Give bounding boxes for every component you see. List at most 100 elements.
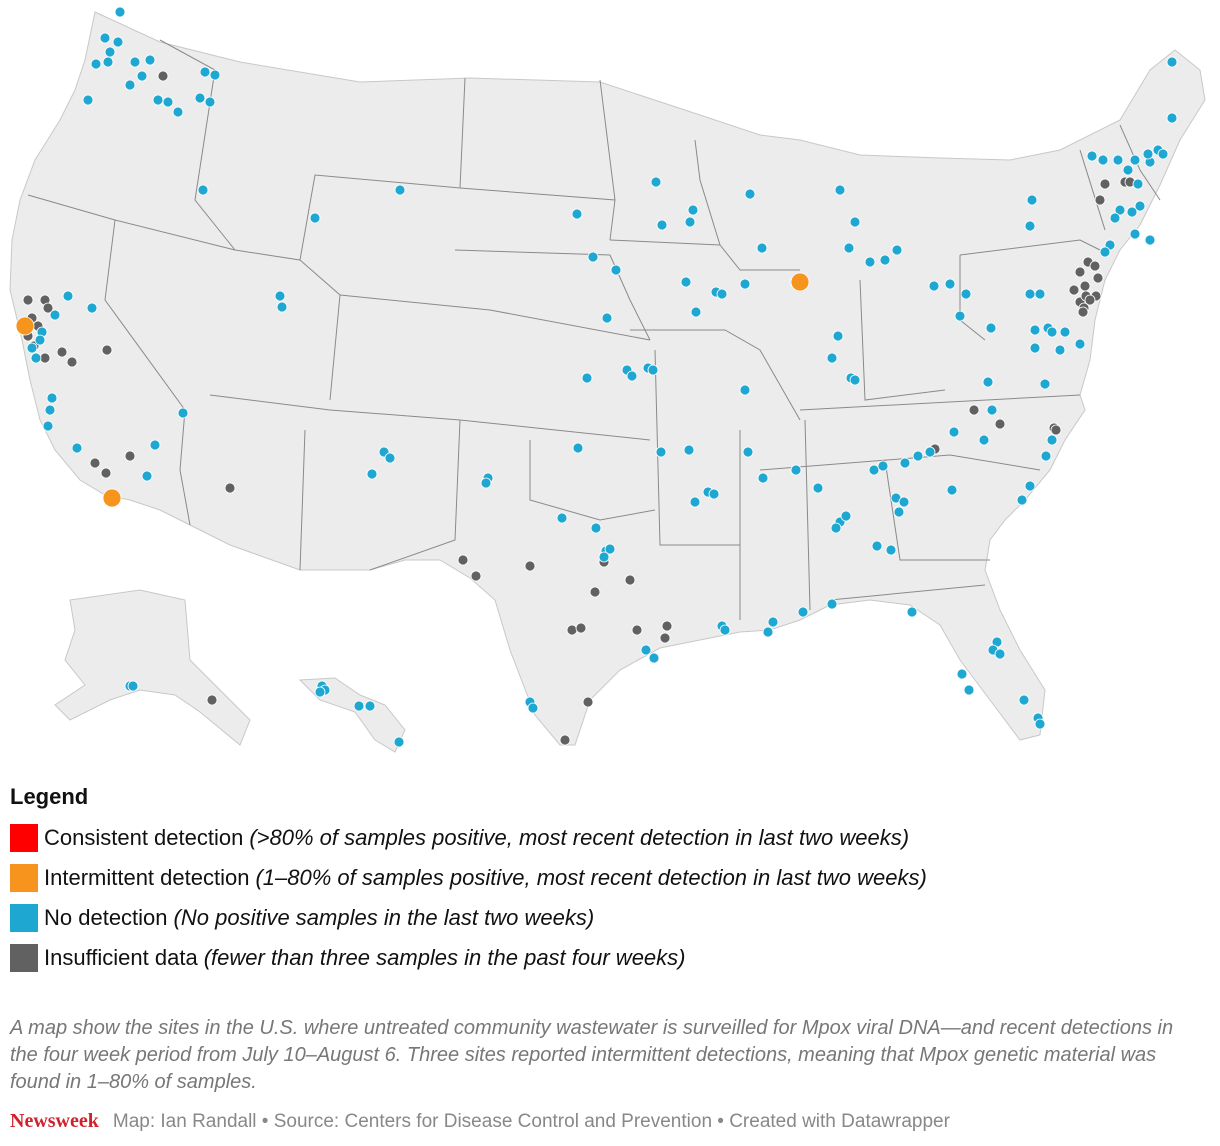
site-marker-no-detection[interactable]: [1024, 480, 1036, 492]
site-marker-insufficient[interactable]: [100, 467, 112, 479]
site-marker-no-detection[interactable]: [986, 404, 998, 416]
site-marker-insufficient[interactable]: [659, 632, 671, 644]
site-marker-no-detection[interactable]: [647, 364, 659, 376]
site-marker-no-detection[interactable]: [982, 376, 994, 388]
site-marker-insufficient[interactable]: [1092, 272, 1104, 284]
site-marker-insufficient[interactable]: [524, 560, 536, 572]
site-marker-no-detection[interactable]: [879, 254, 891, 266]
site-marker-no-detection[interactable]: [149, 439, 161, 451]
site-marker-no-detection[interactable]: [1054, 344, 1066, 356]
site-marker-no-detection[interactable]: [790, 464, 802, 476]
site-marker-intermittent[interactable]: [790, 272, 810, 292]
site-marker-no-detection[interactable]: [826, 598, 838, 610]
site-marker-no-detection[interactable]: [274, 290, 286, 302]
site-marker-no-detection[interactable]: [112, 36, 124, 48]
site-marker-insufficient[interactable]: [1094, 194, 1106, 206]
site-marker-no-detection[interactable]: [978, 434, 990, 446]
site-marker-insufficient[interactable]: [1068, 284, 1080, 296]
site-marker-no-detection[interactable]: [598, 551, 610, 563]
site-marker-no-detection[interactable]: [1134, 200, 1146, 212]
site-marker-no-detection[interactable]: [849, 216, 861, 228]
site-marker-insufficient[interactable]: [582, 696, 594, 708]
site-marker-no-detection[interactable]: [1016, 494, 1028, 506]
site-marker-no-detection[interactable]: [946, 484, 958, 496]
site-marker-insufficient[interactable]: [457, 554, 469, 566]
site-marker-no-detection[interactable]: [650, 176, 662, 188]
site-marker-no-detection[interactable]: [1166, 112, 1178, 124]
site-marker-no-detection[interactable]: [756, 242, 768, 254]
site-marker-no-detection[interactable]: [394, 184, 406, 196]
site-marker-insufficient[interactable]: [124, 450, 136, 462]
site-marker-no-detection[interactable]: [314, 686, 326, 698]
site-marker-insufficient[interactable]: [22, 294, 34, 306]
site-marker-no-detection[interactable]: [762, 626, 774, 638]
site-marker-no-detection[interactable]: [1086, 150, 1098, 162]
site-marker-no-detection[interactable]: [680, 276, 692, 288]
site-marker-no-detection[interactable]: [985, 322, 997, 334]
site-marker-no-detection[interactable]: [656, 219, 668, 231]
site-marker-no-detection[interactable]: [353, 700, 365, 712]
site-marker-no-detection[interactable]: [960, 288, 972, 300]
site-marker-no-detection[interactable]: [849, 374, 861, 386]
site-marker-no-detection[interactable]: [129, 56, 141, 68]
site-marker-no-detection[interactable]: [197, 184, 209, 196]
site-marker-no-detection[interactable]: [1126, 206, 1138, 218]
site-marker-no-detection[interactable]: [42, 420, 54, 432]
site-marker-no-detection[interactable]: [114, 6, 126, 18]
site-marker-no-detection[interactable]: [49, 309, 61, 321]
site-marker-no-detection[interactable]: [1024, 220, 1036, 232]
site-marker-no-detection[interactable]: [1026, 194, 1038, 206]
site-marker-intermittent[interactable]: [102, 488, 122, 508]
site-marker-insufficient[interactable]: [1084, 294, 1096, 306]
site-marker-no-detection[interactable]: [739, 278, 751, 290]
site-marker-no-detection[interactable]: [812, 482, 824, 494]
site-marker-no-detection[interactable]: [1097, 154, 1109, 166]
site-marker-no-detection[interactable]: [898, 496, 910, 508]
site-marker-no-detection[interactable]: [364, 700, 376, 712]
site-marker-no-detection[interactable]: [1099, 246, 1111, 258]
site-marker-no-detection[interactable]: [1122, 164, 1134, 176]
site-marker-insufficient[interactable]: [1077, 306, 1089, 318]
site-marker-no-detection[interactable]: [767, 616, 779, 628]
site-marker-no-detection[interactable]: [366, 468, 378, 480]
site-marker-no-detection[interactable]: [640, 644, 652, 656]
site-marker-no-detection[interactable]: [127, 680, 139, 692]
site-marker-no-detection[interactable]: [797, 606, 809, 618]
site-marker-insufficient[interactable]: [66, 356, 78, 368]
site-marker-insufficient[interactable]: [1079, 280, 1091, 292]
site-marker-no-detection[interactable]: [834, 184, 846, 196]
site-marker-no-detection[interactable]: [689, 496, 701, 508]
site-marker-no-detection[interactable]: [1166, 56, 1178, 68]
site-marker-no-detection[interactable]: [1109, 212, 1121, 224]
site-marker-no-detection[interactable]: [994, 648, 1006, 660]
site-marker-no-detection[interactable]: [581, 372, 593, 384]
site-marker-insufficient[interactable]: [1099, 178, 1111, 190]
site-marker-no-detection[interactable]: [1029, 324, 1041, 336]
site-marker-no-detection[interactable]: [141, 470, 153, 482]
site-marker-insufficient[interactable]: [968, 404, 980, 416]
site-marker-no-detection[interactable]: [742, 446, 754, 458]
site-marker-no-detection[interactable]: [891, 244, 903, 256]
site-marker-no-detection[interactable]: [708, 488, 720, 500]
site-marker-no-detection[interactable]: [1112, 154, 1124, 166]
site-marker-no-detection[interactable]: [1024, 288, 1036, 300]
site-marker-no-detection[interactable]: [877, 460, 889, 472]
site-marker-no-detection[interactable]: [690, 306, 702, 318]
site-marker-no-detection[interactable]: [177, 407, 189, 419]
site-marker-no-detection[interactable]: [648, 652, 660, 664]
site-marker-no-detection[interactable]: [1039, 378, 1051, 390]
site-marker-no-detection[interactable]: [90, 58, 102, 70]
site-marker-no-detection[interactable]: [954, 310, 966, 322]
site-marker-insufficient[interactable]: [566, 624, 578, 636]
site-marker-no-detection[interactable]: [1114, 204, 1126, 216]
site-marker-no-detection[interactable]: [687, 204, 699, 216]
site-marker-no-detection[interactable]: [1034, 288, 1046, 300]
site-marker-insufficient[interactable]: [1089, 260, 1101, 272]
site-marker-no-detection[interactable]: [144, 54, 156, 66]
site-marker-no-detection[interactable]: [124, 79, 136, 91]
site-marker-no-detection[interactable]: [956, 668, 968, 680]
site-marker-insufficient[interactable]: [42, 302, 54, 314]
site-marker-no-detection[interactable]: [1129, 228, 1141, 240]
site-marker-insufficient[interactable]: [89, 457, 101, 469]
site-marker-no-detection[interactable]: [172, 106, 184, 118]
